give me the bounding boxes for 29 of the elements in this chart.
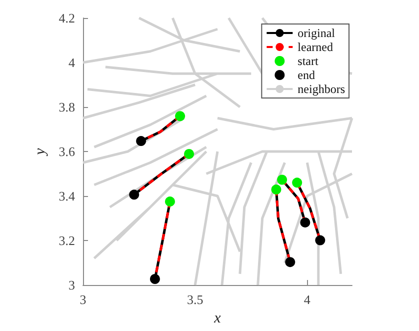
point	[136, 136, 146, 146]
legend-label: original	[298, 26, 336, 40]
legend-label: end	[298, 68, 315, 82]
point	[292, 178, 302, 188]
point	[315, 235, 326, 246]
point	[129, 190, 140, 200]
x-tick-label: 3.5	[186, 292, 204, 307]
y-tick-label: 3	[68, 278, 75, 292]
point	[175, 111, 186, 122]
point	[285, 257, 296, 268]
point	[184, 148, 194, 159]
point	[150, 274, 160, 284]
legend-label: start	[298, 54, 319, 68]
y-tick-label: 4.2	[58, 10, 75, 26]
y-tick-label: 3.2	[58, 233, 75, 248]
legend-label: neighbors	[298, 82, 346, 96]
point	[300, 217, 310, 228]
point	[164, 196, 175, 207]
legend-label: learned	[298, 40, 333, 54]
y-axis-title: y	[32, 148, 48, 157]
y-tick-label: 3.4	[58, 188, 76, 204]
x-axis-title: x	[213, 310, 222, 326]
y-tick-label: 3.6	[58, 144, 76, 159]
point	[277, 174, 288, 185]
y-tick-label: 4	[68, 55, 76, 70]
point	[271, 184, 282, 195]
x-tick-label: 4	[304, 292, 311, 307]
y-tick-label: 3.8	[58, 100, 75, 114]
x-tick-label: 3	[80, 292, 86, 307]
